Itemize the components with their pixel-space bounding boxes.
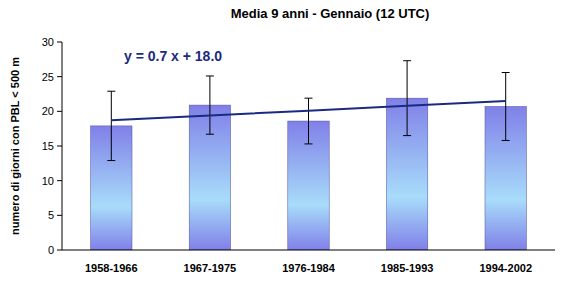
y-tick xyxy=(57,42,62,43)
error-stem xyxy=(407,61,408,136)
x-tick-label: 1967-1975 xyxy=(184,262,237,274)
y-tick-label: 5 xyxy=(48,209,54,221)
y-tick-label: 25 xyxy=(42,71,54,83)
error-bar xyxy=(305,98,313,144)
y-axis xyxy=(62,42,63,250)
error-stem xyxy=(308,98,309,144)
plot-area xyxy=(91,61,527,250)
x-axis xyxy=(62,250,555,251)
error-cap xyxy=(305,98,313,99)
error-cap xyxy=(107,160,115,161)
title: Media 9 anni - Gennaio (12 UTC) xyxy=(231,6,430,21)
y-axis-label: numero di giorni con PBL < 500 m xyxy=(9,57,21,235)
error-cap xyxy=(403,60,411,61)
error-cap xyxy=(305,143,313,144)
y-tick xyxy=(57,215,62,216)
error-bar xyxy=(107,91,115,160)
y-tick xyxy=(57,111,62,112)
y-tick-label: 10 xyxy=(42,175,54,187)
error-cap xyxy=(107,91,115,92)
x-tick-label: 1985-1993 xyxy=(381,262,434,274)
x-tick-label: 1958-1966 xyxy=(85,262,138,274)
error-cap xyxy=(206,75,214,76)
error-stem xyxy=(111,91,112,160)
error-cap xyxy=(403,135,411,136)
trend-line xyxy=(111,101,505,120)
y-tick xyxy=(57,180,62,181)
y-tick-label: 0 xyxy=(48,244,54,256)
error-stem xyxy=(209,76,210,134)
x-tick-label: 1994-2002 xyxy=(479,262,532,274)
error-cap xyxy=(206,134,214,135)
error-stem xyxy=(505,73,506,141)
chart-svg: Media 9 anni - Gennaio (12 UTC) numero di… xyxy=(0,0,572,303)
y-tick xyxy=(57,250,62,251)
y-tick-label: 30 xyxy=(42,36,54,48)
y-tick xyxy=(57,76,62,77)
y-tick-label: 15 xyxy=(42,140,54,152)
y-tick-label: 20 xyxy=(42,105,54,117)
chart-container: Media 9 anni - Gennaio (12 UTC) numero di… xyxy=(0,0,572,303)
error-bar xyxy=(502,73,510,141)
annotation: y = 0.7 x + 18.0 xyxy=(124,48,222,64)
error-bar xyxy=(206,76,214,134)
error-cap xyxy=(502,72,510,73)
error-cap xyxy=(502,140,510,141)
x-tick-label: 1976-1984 xyxy=(282,262,335,274)
error-bar xyxy=(403,61,411,136)
y-tick xyxy=(57,146,62,147)
